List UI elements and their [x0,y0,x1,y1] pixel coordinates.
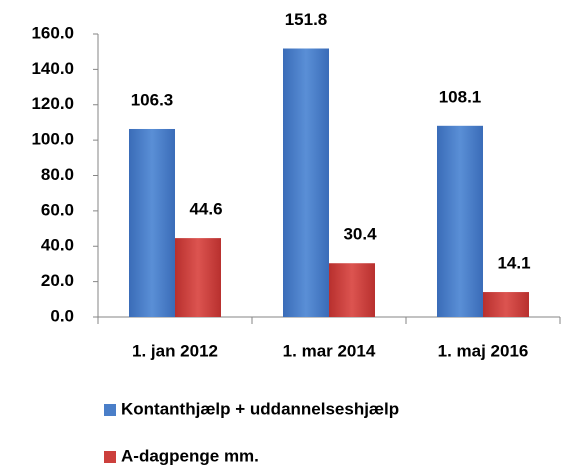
legend-swatch [104,404,116,416]
bar [437,125,483,317]
legend-label: Kontanthjælp + uddannelseshjælp [121,399,399,418]
legend-swatch [104,451,116,463]
x-tick-label: 1. maj 2016 [438,341,529,360]
y-tick-label: 20.0 [41,271,74,290]
bar [329,263,375,317]
bar [175,238,221,317]
x-tick-label: 1. jan 2012 [132,341,218,360]
value-label: 30.4 [343,225,377,244]
y-tick-label: 40.0 [41,236,74,255]
legend-label: A-dagpenge mm. [121,446,259,465]
value-label: 106.3 [131,90,174,109]
bar [483,292,529,317]
y-tick-label: 160.0 [31,23,74,42]
x-tick-label: 1. mar 2014 [283,341,376,360]
y-tick-label: 120.0 [31,94,74,113]
y-tick-label: 80.0 [41,165,74,184]
y-tick-label: 100.0 [31,130,74,149]
y-tick-label: 0.0 [50,306,74,325]
bar [283,48,329,317]
value-label: 14.1 [497,254,530,273]
value-label: 108.1 [439,87,482,106]
y-tick-label: 140.0 [31,59,74,78]
value-label: 151.8 [285,10,328,29]
bar [129,128,175,317]
value-label: 44.6 [189,200,222,219]
y-tick-label: 60.0 [41,200,74,219]
